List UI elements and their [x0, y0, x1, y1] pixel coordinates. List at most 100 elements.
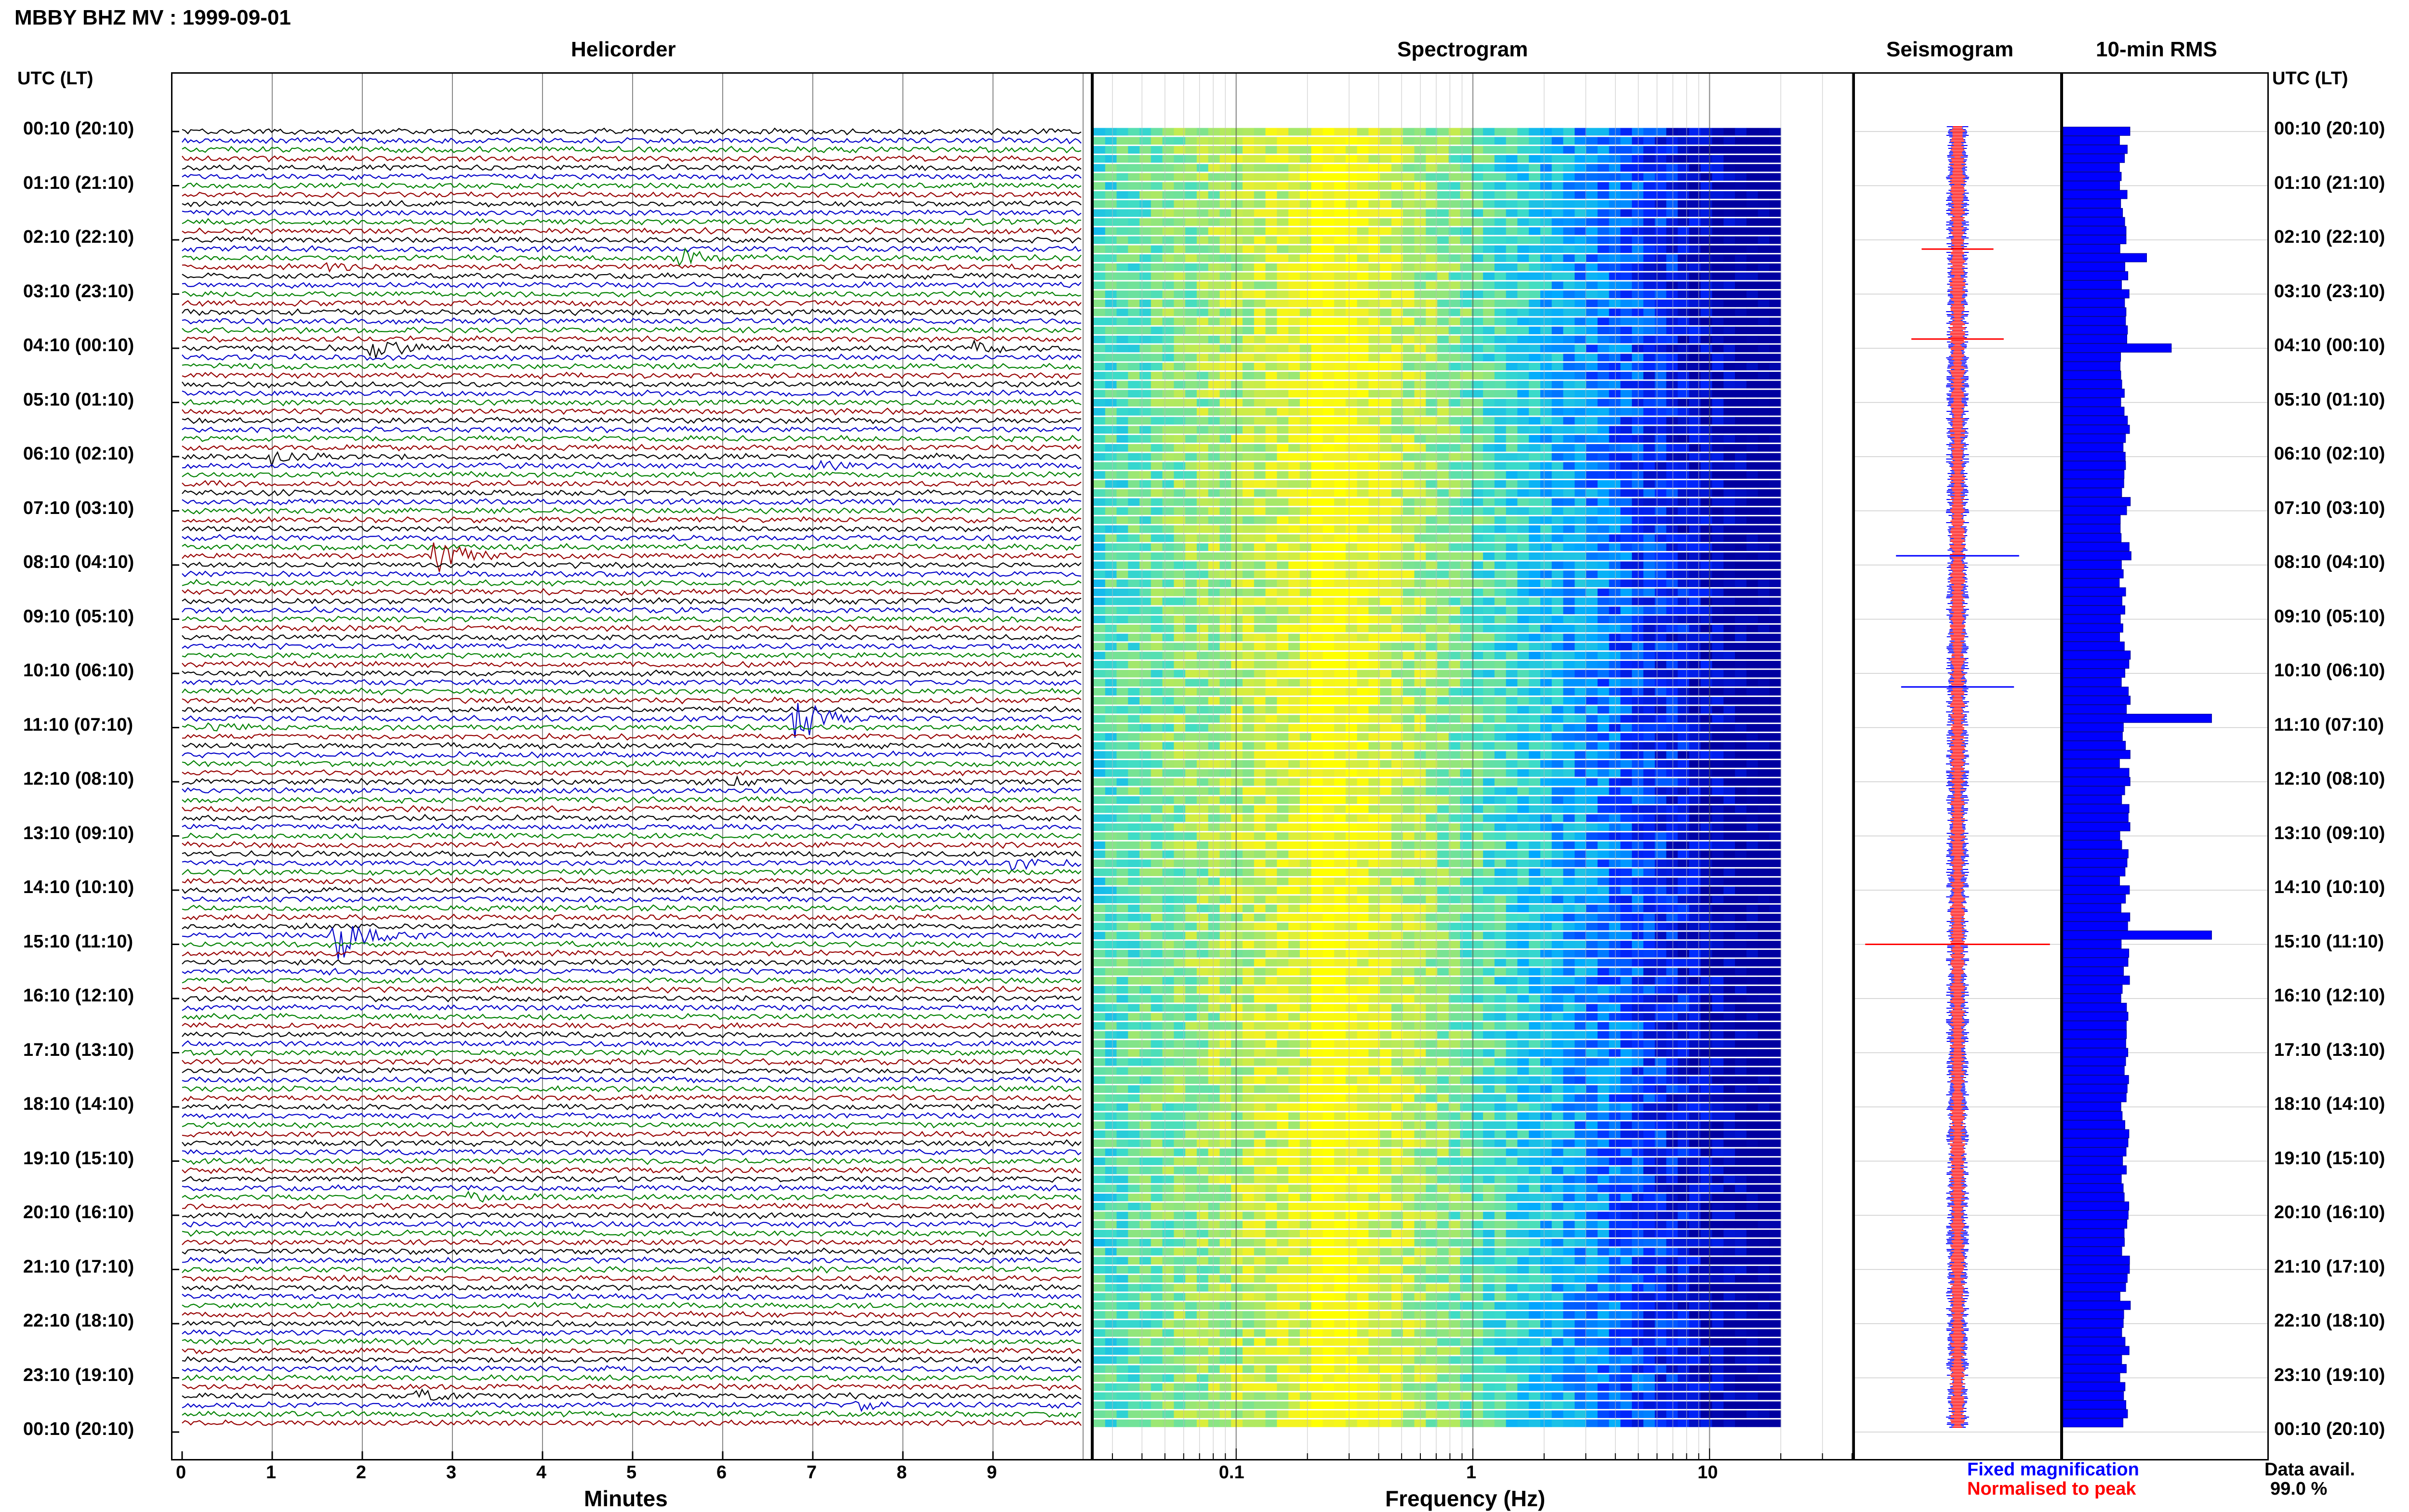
spectrogram-cell: [1094, 588, 1106, 596]
spectrogram-cell: [1551, 733, 1564, 741]
spectrogram-cell: [1494, 209, 1507, 217]
spectrogram-cell: [1448, 814, 1461, 822]
spectrogram-cell: [1586, 344, 1598, 353]
spectrogram-cell: [1620, 155, 1632, 163]
spectrogram-cell: [1243, 688, 1255, 696]
spectrogram-cell: [1128, 363, 1140, 370]
spectrogram-cell: [1540, 462, 1552, 470]
spectrogram-cell: [1609, 399, 1621, 407]
spectrogram-cell: [1517, 371, 1529, 380]
spectrogram-cell: [1185, 688, 1197, 696]
spectrogram-cell: [1689, 543, 1701, 551]
spectrogram-cell: [1666, 227, 1678, 235]
spectrogram-cell: [1243, 498, 1255, 506]
spectrogram-cell: [1620, 200, 1632, 208]
spectrogram-cell: [1551, 769, 1564, 777]
helicorder-trace: [182, 804, 1082, 813]
spectrogram-cell: [1357, 823, 1369, 831]
spectrogram-cell: [1494, 588, 1507, 596]
spectrogram-cell: [1277, 697, 1289, 705]
spectrogram-cell: [1758, 796, 1770, 804]
spectrogram-cell: [1116, 715, 1128, 723]
spectrogram-cell: [1323, 751, 1335, 759]
spectrogram-cell: [1185, 769, 1197, 777]
spectrogram-cell: [1426, 579, 1438, 587]
spectrogram-cell: [1403, 715, 1415, 723]
spectrogram-cell: [1700, 272, 1713, 280]
spectrogram-cell: [1758, 670, 1770, 678]
spectrogram-cell: [1620, 164, 1632, 172]
spectrogram-cell: [1517, 516, 1529, 524]
spectrogram-cell: [1323, 633, 1335, 642]
helicorder-trace: [182, 543, 1082, 551]
spectrogram-cell: [1426, 462, 1438, 470]
spectrogram-cell: [1551, 579, 1564, 587]
spectrogram-cell: [1769, 471, 1781, 479]
spectrogram-cell: [1323, 652, 1335, 659]
spectrogram-cell: [1712, 769, 1724, 777]
spectrogram-cell: [1575, 417, 1587, 425]
spectrogram-cell: [1345, 408, 1358, 416]
spectrogram-cell: [1311, 308, 1323, 316]
spectrogram-cell: [1575, 182, 1587, 190]
spectrogram-cell: [1723, 308, 1735, 316]
spectrogram-cell: [1265, 317, 1277, 326]
spectrogram-cell: [1529, 354, 1541, 362]
spectrogram-cell: [1529, 417, 1541, 425]
spectrogram-cell: [1666, 652, 1678, 659]
spectrogram-cell: [1116, 435, 1128, 443]
spectrogram-cell: [1151, 281, 1163, 289]
spectrogram-cell: [1506, 408, 1518, 416]
spectrogram-cell: [1254, 272, 1266, 280]
spectrogram-cell: [1494, 679, 1507, 687]
spectrogram-cell: [1712, 426, 1724, 434]
spectrogram-cell: [1700, 254, 1713, 262]
spectrogram-cell: [1700, 390, 1713, 398]
spectrogram-cell: [1643, 408, 1655, 416]
spectrogram-cell: [1678, 200, 1690, 208]
spectrogram-cell: [1632, 778, 1644, 786]
spectrogram-cell: [1563, 570, 1575, 579]
spectrogram-cell: [1345, 724, 1358, 732]
spectrogram-cell: [1563, 272, 1575, 280]
spectrogram-cell: [1334, 751, 1346, 759]
spectrogram-cell: [1563, 290, 1575, 298]
spectrogram-cell: [1323, 778, 1335, 786]
spectrogram-cell: [1666, 823, 1678, 831]
spectrogram-cell: [1299, 643, 1312, 651]
spectrogram-cell: [1609, 327, 1621, 334]
spectrogram-cell: [1483, 155, 1495, 163]
spectrogram-cell: [1357, 733, 1369, 741]
spectrogram-cell: [1254, 498, 1266, 506]
spectrogram-cell: [1116, 697, 1128, 705]
spectrogram-cell: [1094, 381, 1106, 389]
spectrogram-cell: [1380, 543, 1392, 551]
spectrogram-cell: [1529, 633, 1541, 642]
spectrogram-cell: [1460, 308, 1472, 316]
spectrogram-cell: [1735, 660, 1747, 669]
spectrogram-cell: [1448, 137, 1461, 145]
spectrogram-cell: [1655, 236, 1667, 244]
spectrogram-cell: [1162, 272, 1174, 280]
spectrogram-cell: [1151, 408, 1163, 416]
spectrogram-cell: [1334, 606, 1346, 615]
spectrogram-cell: [1769, 498, 1781, 506]
spectrogram-cell: [1678, 624, 1690, 632]
spectrogram-cell: [1243, 371, 1255, 380]
spectrogram-cell: [1403, 480, 1415, 488]
spectrogram-cell: [1231, 643, 1243, 651]
spectrogram-cell: [1265, 462, 1277, 470]
spectrogram-cell: [1460, 344, 1472, 353]
spectrogram-cell: [1529, 724, 1541, 732]
spectrogram-cell: [1116, 525, 1128, 533]
spectrogram-cell: [1678, 381, 1690, 389]
spectrogram-cell: [1254, 128, 1266, 136]
spectrogram-cell: [1277, 209, 1289, 217]
spectrogram-cell: [1323, 597, 1335, 605]
spectrogram-cell: [1597, 697, 1610, 705]
spectrogram-cell: [1357, 498, 1369, 506]
spectrogram-cell: [1746, 363, 1759, 370]
spectrogram-cell: [1265, 390, 1277, 398]
spectrogram-cell: [1643, 155, 1655, 163]
spectrogram-cell: [1575, 579, 1587, 587]
